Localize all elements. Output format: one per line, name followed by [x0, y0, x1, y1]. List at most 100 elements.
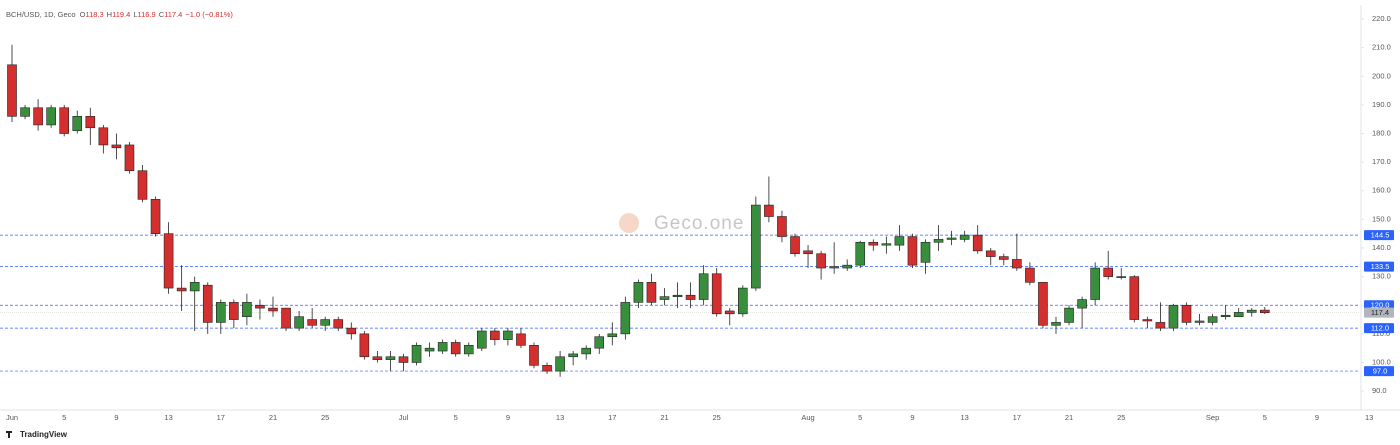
- candle-body: [59, 107, 70, 134]
- candle-body: [320, 319, 331, 326]
- candle-body: [790, 236, 800, 255]
- last-price-tag: [1364, 307, 1394, 318]
- candle-body: [20, 107, 30, 117]
- candle-body: [998, 256, 1009, 260]
- candle-body: [1038, 282, 1048, 326]
- candle-body: [685, 294, 696, 300]
- ohlc-value: 119.4: [112, 10, 130, 19]
- candle-body: [907, 236, 918, 266]
- watermark-logo: [619, 213, 639, 233]
- candle-body: [359, 333, 370, 358]
- candle-body: [581, 347, 592, 355]
- candle-body: [372, 356, 383, 360]
- candle-body: [516, 333, 526, 346]
- candle-body: [1181, 304, 1192, 323]
- x-tick-label: 5: [454, 413, 458, 422]
- candle-body: [124, 144, 135, 172]
- candle-body: [437, 342, 448, 352]
- candle-body: [281, 307, 291, 329]
- candle-body: [294, 316, 304, 329]
- candle-body: [1129, 276, 1140, 320]
- level-tag-label: 144.5: [1371, 231, 1390, 240]
- candle-body: [189, 282, 200, 292]
- candle-body: [33, 107, 43, 126]
- candle-body: [972, 234, 983, 252]
- candle-body: [1142, 319, 1153, 322]
- candle-body: [7, 64, 17, 117]
- candle-body: [98, 127, 109, 146]
- x-tick-label: 21: [269, 413, 277, 422]
- candle-body: [920, 241, 931, 263]
- candle-body: [1168, 304, 1179, 329]
- y-tick-label: 90.0: [1372, 386, 1387, 395]
- candle-body: [1155, 322, 1166, 329]
- y-tick-label: 210.0: [1372, 43, 1391, 52]
- change: −1.0 (−0.81%): [185, 10, 233, 19]
- x-tick-label: 17: [217, 413, 225, 422]
- ohlc-label: H: [107, 10, 112, 19]
- y-tick-label: 100.0: [1372, 357, 1391, 366]
- candle-body: [646, 282, 657, 303]
- level-tag: [1364, 366, 1394, 377]
- candle-body: [1025, 267, 1035, 283]
- candle-body: [1233, 312, 1244, 317]
- x-tick-label: 25: [1117, 413, 1125, 422]
- candle-body: [398, 356, 409, 363]
- x-tick-label: 5: [1263, 413, 1267, 422]
- x-tick-label: 9: [910, 413, 914, 422]
- level-tag: [1364, 323, 1394, 334]
- candle-body: [698, 273, 709, 300]
- candle-body: [737, 287, 748, 315]
- x-tick-label: Jul: [399, 413, 409, 422]
- candle-body: [346, 327, 357, 335]
- y-tick-label: 200.0: [1372, 71, 1391, 80]
- candle-body: [829, 266, 839, 269]
- watermark: Geco.one: [619, 213, 744, 234]
- candle-body: [803, 250, 813, 255]
- y-tick-label: 130.0: [1372, 272, 1391, 281]
- candle-body: [385, 356, 396, 360]
- x-tick-label: Jun: [6, 413, 18, 422]
- header: BCH/USD, 1D, Geco O118.3 H119.4 L116.9 C117.…: [6, 10, 233, 19]
- candle-body: [855, 241, 866, 266]
- x-tick-label: 13: [556, 413, 564, 422]
- candle-body: [1077, 299, 1087, 309]
- ohlc-label: O: [80, 10, 86, 19]
- last-price-label: 117.4: [1371, 308, 1389, 317]
- x-tick-label: Sep: [1206, 413, 1219, 422]
- y-tick-label: 150.0: [1372, 214, 1391, 223]
- candle-body: [1220, 314, 1231, 317]
- x-tick-label: 17: [608, 413, 616, 422]
- x-tick-label: 5: [62, 413, 66, 422]
- candle-body: [1012, 259, 1022, 269]
- candle-body: [868, 241, 879, 246]
- x-tick-label: 13: [164, 413, 172, 422]
- candle-body: [555, 356, 565, 372]
- candle-body: [1103, 267, 1113, 277]
- candle-body: [1207, 316, 1218, 323]
- candle-body: [711, 273, 722, 315]
- candle-body: [594, 336, 605, 349]
- x-tick-label: 25: [321, 413, 329, 422]
- ohlc-value: 116.9: [137, 10, 155, 19]
- x-tick-label: 21: [660, 413, 668, 422]
- candle-body: [111, 144, 122, 149]
- candle-body: [490, 330, 500, 340]
- candle-body: [881, 243, 892, 246]
- candle-body: [777, 216, 787, 237]
- y-tick-label: 140.0: [1372, 243, 1391, 252]
- candle-body: [268, 307, 278, 312]
- y-tick-label: 160.0: [1372, 186, 1391, 195]
- symbol: BCH/USD, 1D, Geco: [6, 10, 76, 19]
- watermark-text: Geco.one: [654, 213, 744, 234]
- candle-body: [1194, 320, 1205, 323]
- header-text: BCH/USD, 1D, Geco O118.3 H119.4 L116.9 C117.…: [6, 10, 233, 19]
- candle-body: [959, 234, 970, 240]
- candle-body: [1246, 309, 1257, 313]
- candle-body: [894, 236, 905, 246]
- x-tick-label: 25: [713, 413, 721, 422]
- level-tag-label: 97.0: [1373, 367, 1388, 376]
- candle-body: [764, 204, 774, 217]
- x-tick-label: 21: [1065, 413, 1073, 422]
